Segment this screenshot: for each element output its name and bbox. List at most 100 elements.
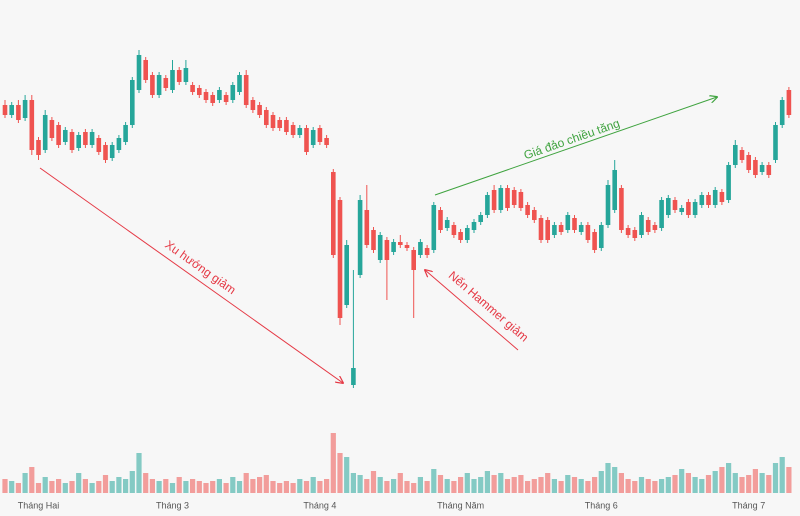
candle-body <box>558 225 564 232</box>
candle-body <box>431 205 437 250</box>
volume-bar <box>82 479 88 493</box>
volume-bar <box>203 483 209 493</box>
candle-body <box>478 215 483 222</box>
volume-bar <box>659 479 665 493</box>
candle-body <box>471 222 477 230</box>
candle-body <box>411 250 416 270</box>
candle-body <box>297 128 303 135</box>
volume-bar <box>337 453 343 493</box>
volume-bar <box>190 479 196 493</box>
volume-bar <box>705 475 712 493</box>
candle-body <box>83 132 88 145</box>
arrow <box>39 167 343 383</box>
candle-body <box>9 105 14 115</box>
candle-body <box>76 135 81 148</box>
volume-bar <box>183 481 189 493</box>
x-tick-label: Tháng 4 <box>303 500 336 510</box>
candle-body <box>109 145 115 158</box>
volume-bar <box>504 479 511 493</box>
candle-body <box>89 132 95 145</box>
volume-bar <box>350 473 356 493</box>
volume-bar <box>478 477 484 493</box>
candle-body <box>672 200 678 210</box>
volume-bar <box>451 481 457 493</box>
volume-bar <box>692 477 698 493</box>
candle-body <box>444 220 450 228</box>
candle-body <box>438 210 443 230</box>
candle-body <box>398 242 403 245</box>
candle-body <box>719 192 725 202</box>
volume-bar <box>417 477 423 493</box>
volume-bar <box>2 479 8 493</box>
volume-bar <box>531 479 537 493</box>
volume-bar <box>625 479 631 493</box>
candle-body <box>170 70 175 90</box>
volume-bar <box>585 481 591 493</box>
volume-bar <box>558 481 564 493</box>
candle-body <box>706 195 711 205</box>
candle-body <box>217 90 222 100</box>
volume-bar <box>551 479 557 493</box>
candle-body <box>712 190 718 205</box>
candle-body <box>726 165 731 200</box>
volume-bar <box>645 479 651 493</box>
volume-bar <box>236 481 243 493</box>
candle-body <box>197 88 202 95</box>
volume-bar <box>283 481 289 493</box>
candle-body <box>183 68 189 82</box>
volume-bar <box>56 479 62 493</box>
volume-bar <box>143 473 149 493</box>
candle-body <box>29 100 35 150</box>
candle-body <box>686 202 691 215</box>
candle-body <box>344 245 349 305</box>
volume-bar <box>679 469 685 493</box>
volume-bar <box>752 469 758 493</box>
volume-bar <box>62 483 68 493</box>
volume-bar <box>538 477 544 493</box>
volume-bar <box>672 475 678 493</box>
candle-body <box>666 198 671 215</box>
volume-bar <box>370 471 377 493</box>
candle-body <box>753 160 758 175</box>
candle-body <box>578 225 584 232</box>
candle-body <box>49 120 55 138</box>
candle-body <box>652 225 658 230</box>
volume-bar <box>210 481 216 493</box>
volume-bar <box>779 457 785 493</box>
candle-body <box>699 195 705 205</box>
candle-body <box>223 95 229 102</box>
volume-bar <box>592 477 598 493</box>
volume-bar <box>424 481 430 493</box>
candle-body <box>130 80 135 125</box>
volume-bar <box>263 475 269 493</box>
volume-bar <box>15 483 21 493</box>
candle-body <box>163 78 169 88</box>
volume-bar <box>618 473 624 493</box>
x-tick-label: Tháng 7 <box>732 500 765 510</box>
volume-bar <box>317 481 323 493</box>
volume-bar <box>712 471 718 493</box>
candle-body <box>42 115 48 150</box>
volume-bar <box>458 477 464 493</box>
candle-body <box>659 200 664 228</box>
volume-bar <box>116 477 122 493</box>
x-tick-label: Tháng Năm <box>437 500 484 510</box>
candle-body <box>786 90 792 115</box>
candle-body <box>518 192 524 208</box>
volume-bar <box>411 483 417 493</box>
volume-bar <box>638 477 645 493</box>
candle-body <box>384 240 390 260</box>
candle-body <box>250 100 256 110</box>
candle-body <box>572 218 577 230</box>
volume-bar <box>665 477 671 493</box>
candle-body <box>69 132 75 150</box>
volume-bar <box>29 467 35 493</box>
candle-body <box>612 170 617 210</box>
volume-bar <box>484 471 490 493</box>
arrow <box>425 270 519 351</box>
volume-bar <box>739 477 745 493</box>
candle-body <box>264 110 269 125</box>
arrow <box>434 97 717 196</box>
volume-bar <box>772 463 779 493</box>
